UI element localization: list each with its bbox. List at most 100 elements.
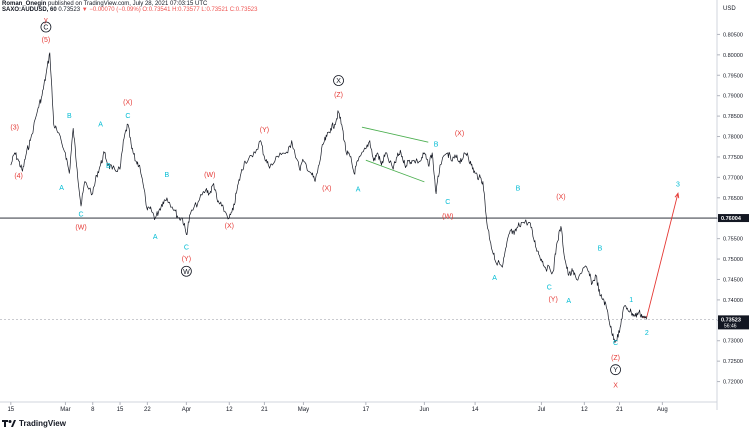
y-tick-label: 0.80000 — [723, 53, 743, 59]
y-tick-label: 0.76500 — [723, 196, 743, 202]
wave-label: (Y) — [548, 297, 557, 304]
tradingview-logo-icon — [2, 420, 16, 427]
currency-label: USD — [723, 6, 736, 12]
x-tick-label: 22 — [144, 407, 151, 413]
wave-label: C — [184, 244, 189, 251]
y-tick-label: 0.78500 — [723, 114, 743, 120]
wave-label: W — [183, 269, 190, 276]
x-tick-label: 21 — [261, 407, 268, 413]
price-series — [10, 52, 648, 343]
y-tick-label: 0.72000 — [723, 380, 743, 386]
wave-label-circle — [610, 364, 621, 376]
wave-label: (X) — [225, 223, 234, 230]
x-tick-label: Mar — [60, 407, 70, 413]
wave-label: (4) — [14, 173, 23, 180]
wave-label: y — [44, 17, 48, 24]
wave-label: C — [613, 340, 618, 347]
wave-label: 2 — [645, 330, 649, 337]
wave-label: B — [67, 113, 72, 120]
wave-label: X — [336, 78, 341, 85]
projection-path — [642, 193, 679, 318]
wave-label: (Z) — [611, 355, 620, 362]
ohlc-values: O:0.73541 H:0.73577 L:0.73521 C:0.73523 — [142, 7, 258, 13]
chart-grid — [0, 0, 718, 410]
x-tick-label: 14 — [472, 407, 479, 413]
wave-label: X — [613, 383, 618, 390]
wave-label: A — [356, 186, 361, 193]
price-change: ▼ −0.00070 (−0.09%) — [81, 7, 141, 13]
wave-label: C — [43, 25, 48, 32]
last-price-tag-text: 0.73523 — [721, 317, 741, 323]
wave-label: 1 — [629, 297, 633, 304]
y-tick-label: 0.77000 — [723, 175, 743, 181]
symbol-info: SAXO:AUDUSD, 60 0.73523 ▼ −0.00070 (−0.0… — [2, 7, 257, 13]
y-tick-label: 0.80500 — [723, 32, 743, 38]
y-tick-label: 0.79500 — [723, 73, 743, 79]
wave-label: A — [153, 234, 158, 241]
wave-labels: yC(5)(3)(4)BAC(W)AB(X)CBAC(Y)W(W)(X)(Y)X… — [10, 17, 680, 390]
x-tick-label: 17 — [363, 407, 370, 413]
level-tag-bg — [718, 214, 749, 223]
wave-label: (Z) — [334, 92, 343, 99]
wave-label: (W) — [204, 172, 215, 179]
y-tick-label: 0.74000 — [723, 298, 743, 304]
wave-label: 3 — [676, 181, 680, 188]
wave-label: B — [106, 163, 111, 170]
wave-label: C — [125, 113, 130, 120]
price-line — [10, 52, 648, 343]
x-tick-label: May — [298, 407, 309, 413]
x-tick-label: Aug — [657, 407, 668, 413]
last-price-tag-bg — [718, 315, 749, 330]
wave-label: (W) — [442, 214, 453, 221]
x-tick-label: 21 — [616, 407, 623, 413]
x-tick-label: Jul — [538, 407, 546, 413]
author-name[interactable]: Roman_Onegin — [2, 1, 47, 7]
channel-line — [365, 159, 425, 183]
y-tick-label: 0.79000 — [723, 94, 743, 100]
countdown-text: 56:46 — [724, 323, 737, 329]
wave-label-circle — [180, 265, 192, 277]
wave-label: C — [79, 212, 84, 219]
wave-label: Y — [613, 367, 618, 374]
x-tick-label: 8 — [91, 407, 95, 413]
wave-label: (X) — [455, 130, 464, 137]
wave-label: (Y) — [260, 127, 269, 134]
y-tick-label: 0.75500 — [723, 237, 743, 243]
publish-info: Roman_Onegin published on TradingView.co… — [2, 1, 207, 7]
wave-label: C — [547, 285, 552, 292]
wave-label: (X) — [556, 194, 565, 201]
wave-label-circle — [333, 75, 344, 86]
wave-label: C — [445, 199, 450, 206]
wave-label: B — [516, 185, 521, 192]
x-tick-label: Jun — [420, 407, 430, 413]
wave-label: A — [492, 275, 497, 282]
projection-arrowhead — [674, 192, 680, 199]
x-tick-label: 15 — [117, 407, 124, 413]
wave-label: (Y) — [182, 256, 191, 263]
last-price: 0.73523 — [58, 7, 81, 13]
wave-label: B — [434, 141, 439, 148]
x-tick-label: 12 — [581, 407, 588, 413]
wave-label: B — [598, 245, 603, 252]
wave-label: A — [98, 122, 103, 129]
x-tick-label: Apr — [182, 407, 191, 413]
y-tick-label: 0.74500 — [723, 277, 743, 283]
symbol-label[interactable]: SAXO:AUDUSD, 60 — [2, 7, 57, 13]
wave-label: (3) — [10, 125, 19, 132]
published-text: published on TradingView.com, July 28, 2… — [48, 1, 208, 7]
wave-label: (5) — [42, 37, 51, 44]
wave-label: A — [59, 185, 64, 192]
wave-label-circle — [40, 21, 52, 33]
wave-label: B — [165, 172, 170, 179]
wave-label: (W) — [75, 225, 86, 232]
overlays — [0, 126, 717, 320]
wave-label: (X) — [322, 185, 331, 192]
x-tick-label: 12 — [226, 407, 233, 413]
wave-label: (X) — [123, 99, 132, 106]
channel-line — [361, 126, 429, 143]
time-axis: 15 Mar 8 15 22 Apr 12 21 May 17 Jun 14 Jul 12 21 Aug — [7, 402, 668, 413]
wave-label: A — [566, 298, 571, 305]
x-tick-label: 15 — [7, 407, 14, 413]
y-tick-label: 0.72500 — [723, 359, 743, 365]
